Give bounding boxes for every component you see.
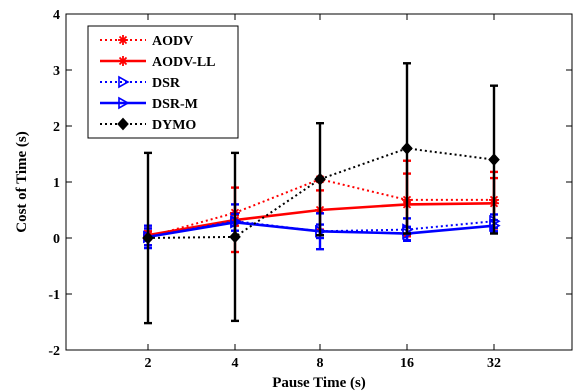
legend-label: DSR bbox=[152, 76, 181, 91]
data-point bbox=[488, 153, 500, 166]
data-point bbox=[229, 230, 241, 244]
legend-marker bbox=[118, 96, 130, 110]
x-tick-label: 4 bbox=[232, 356, 239, 371]
legend-label: DYMO bbox=[152, 118, 196, 133]
legend-marker bbox=[118, 75, 130, 89]
legend-item: AODV bbox=[100, 34, 193, 49]
y-tick-label: 0 bbox=[53, 232, 60, 247]
y-tick-label: -2 bbox=[48, 344, 60, 359]
legend: AODV AODV-LL DSR DSR-M DYMO bbox=[87, 25, 239, 139]
legend-label: DSR-M bbox=[152, 97, 198, 112]
axis-ticks: -2 -1 0 1 2 3 4 2 4 8 16 32 bbox=[48, 8, 572, 371]
series-line bbox=[147, 147, 495, 239]
legend-item: AODV-LL bbox=[100, 55, 216, 70]
legend-item: DSR-M bbox=[100, 96, 198, 112]
chart-marks bbox=[142, 62, 501, 325]
y-axis-label: Cost of Time (s) bbox=[14, 131, 30, 233]
y-tick-label: -1 bbox=[48, 288, 60, 303]
legend-marker bbox=[118, 35, 128, 45]
data-point bbox=[142, 231, 154, 245]
series-line bbox=[147, 220, 495, 238]
legend-label: AODV-LL bbox=[152, 55, 216, 70]
series-dymo bbox=[142, 62, 500, 325]
x-tick-label: 16 bbox=[400, 356, 414, 371]
data-point bbox=[401, 142, 413, 155]
legend-marker bbox=[117, 117, 129, 131]
y-tick-label: 3 bbox=[53, 64, 60, 79]
legend-marker bbox=[118, 56, 128, 66]
y-tick-label: 4 bbox=[53, 8, 60, 23]
legend-label: AODV bbox=[152, 34, 193, 49]
data-point bbox=[314, 172, 326, 186]
x-tick-label: 8 bbox=[317, 356, 324, 371]
x-axis-label: Pause Time (s) bbox=[272, 375, 366, 391]
legend-item: DSR bbox=[100, 75, 181, 91]
legend-item: DYMO bbox=[100, 117, 196, 133]
y-tick-label: 2 bbox=[53, 120, 60, 135]
y-tick-label: 1 bbox=[53, 176, 60, 191]
x-tick-label: 2 bbox=[145, 356, 152, 371]
x-tick-label: 32 bbox=[487, 356, 501, 371]
legend-box bbox=[87, 25, 239, 139]
